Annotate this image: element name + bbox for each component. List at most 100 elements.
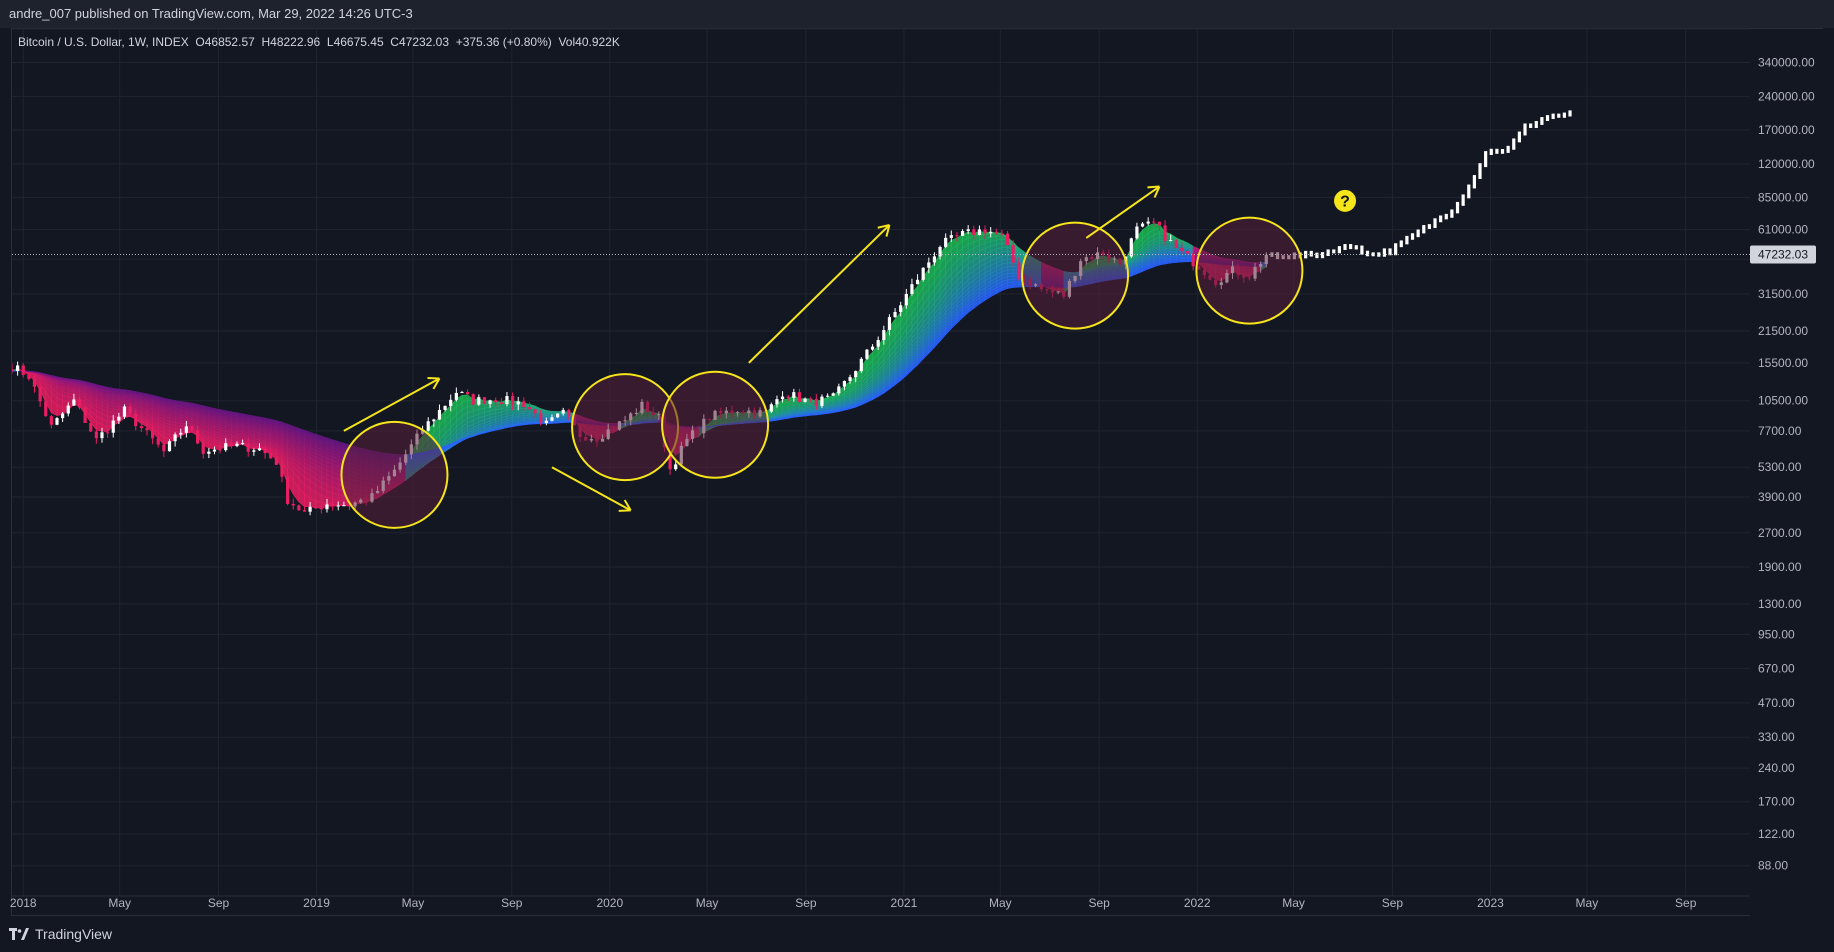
candle-body: [921, 267, 925, 280]
candle-body: [1191, 253, 1195, 267]
candle-body: [16, 365, 20, 372]
candle-body: [72, 399, 76, 406]
time-tick-label: May: [1576, 896, 1599, 910]
symbol-name: Bitcoin / U.S. Dollar, 1W, INDEX: [18, 35, 189, 49]
candle-body: [280, 464, 284, 477]
highlight-circle: [661, 370, 770, 479]
candle-body: [437, 409, 442, 420]
candle-body: [825, 395, 830, 397]
time-axis[interactable]: 2018 May Sep 2019 May Sep 2020 May Sep 2021 May Sep…: [10, 895, 1750, 910]
projection-bar: [1461, 194, 1465, 206]
candle-body: [887, 317, 892, 331]
candle-body: [286, 476, 290, 504]
time-tick-label: Sep: [795, 896, 817, 910]
candle-body: [61, 413, 65, 419]
ribbon-band: [1007, 284, 1014, 289]
projection-bar: [1337, 246, 1342, 254]
trend-arrow: [343, 377, 440, 432]
candle-body: [859, 358, 863, 372]
candle-body: [533, 409, 537, 414]
projection-bar: [1422, 225, 1426, 234]
price-tick-label: 2700.00: [1758, 526, 1802, 540]
time-tick-label: 2022: [1184, 896, 1211, 910]
ribbon-band: [1175, 260, 1183, 263]
candle-body: [899, 305, 903, 312]
price-tick-label: 5300.00: [1758, 460, 1802, 474]
candle-body: [111, 420, 115, 433]
projection-bar: [1354, 245, 1358, 250]
time-tick-label: 2018: [10, 896, 37, 910]
projection-bar: [1557, 113, 1561, 118]
candle-body: [106, 432, 110, 434]
publisher-bar: andre_007 published on TradingView.com, …: [0, 0, 1834, 28]
price-tick-label: 31500.00: [1758, 287, 1808, 301]
price-axis[interactable]: 340000.00 240000.00 170000.00 120000.00 8500…: [1758, 56, 1815, 873]
candle-body: [269, 453, 273, 459]
candle-body: [139, 426, 143, 429]
candle-body: [257, 448, 262, 451]
candle-body: [162, 444, 166, 452]
candle-body: [302, 510, 307, 512]
candle-body: [77, 399, 82, 408]
candle-body: [488, 400, 492, 405]
candle-body: [983, 229, 987, 234]
time-tick-label: 2023: [1477, 896, 1504, 910]
time-tick-label: 2019: [303, 896, 330, 910]
ribbon-band: [1012, 284, 1020, 288]
publisher-text: andre_007 published on TradingView.com, …: [9, 6, 413, 21]
tradingview-logo-icon: [9, 928, 29, 940]
ribbon-band: [1181, 259, 1188, 263]
annotations: ?: [340, 185, 1357, 529]
close-value: 47232.03: [398, 35, 450, 49]
projection-bar: [1540, 117, 1544, 125]
candle-body: [561, 409, 565, 414]
projection-bar: [1495, 148, 1499, 154]
projection-bar: [1433, 218, 1437, 229]
candle-body: [190, 426, 194, 431]
candle-body: [297, 505, 301, 511]
candle-body: [786, 396, 790, 398]
time-tick-label: Sep: [208, 896, 230, 910]
candle-body: [977, 229, 982, 236]
candle-body: [820, 396, 824, 407]
candle-body: [668, 447, 672, 470]
candle-body: [1011, 245, 1015, 263]
candle-body: [263, 448, 267, 454]
footer-brand[interactable]: TradingView: [9, 924, 112, 944]
candle-body: [932, 256, 937, 263]
projection-bar: [1320, 252, 1325, 259]
time-tick-label: 2020: [596, 896, 623, 910]
candle-body: [151, 430, 155, 439]
candle-body: [471, 394, 475, 405]
candle-body: [252, 450, 256, 452]
candle-body: [12, 369, 14, 372]
trend-arrow-head: [1147, 185, 1160, 189]
candle-body: [342, 505, 346, 507]
projection-bar: [1545, 115, 1550, 121]
candle-body: [1146, 221, 1150, 224]
projection-bar: [1523, 123, 1527, 136]
projection-bar: [1500, 149, 1505, 154]
question-badge-icon: [1334, 189, 1357, 212]
time-tick-label: May: [989, 896, 1012, 910]
candle-body: [319, 508, 323, 510]
candle-body: [196, 430, 200, 444]
last-price-label: 47232.03: [1750, 245, 1816, 264]
projection-bar: [1478, 163, 1482, 179]
ribbon-band: [1170, 260, 1177, 264]
close-label: C: [390, 35, 399, 49]
projection-bar: [1349, 244, 1353, 250]
candle-body: [145, 428, 149, 431]
candle-body: [454, 392, 458, 400]
projection-bar: [1377, 252, 1381, 257]
trend-arrow: [1085, 185, 1160, 239]
candle-body: [809, 398, 813, 400]
price-tick-label: 120000.00: [1758, 157, 1815, 171]
projection-bar: [1551, 113, 1555, 120]
candle-body: [837, 386, 841, 394]
trend-arrow-head: [1153, 186, 1161, 198]
projection-bar: [1388, 248, 1392, 256]
candle-body: [876, 339, 880, 347]
projection-bar: [1394, 243, 1398, 256]
